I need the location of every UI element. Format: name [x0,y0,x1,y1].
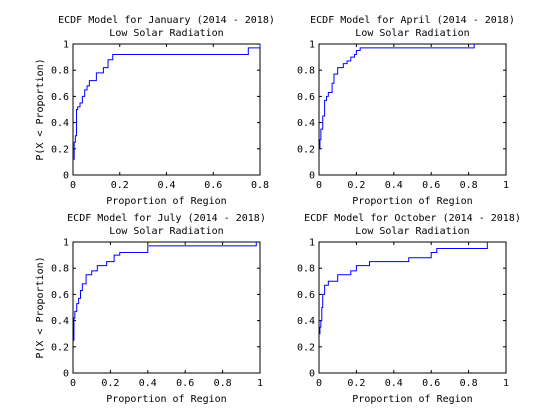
x-tick-label: 0.6 [422,378,440,389]
x-tick-label: 0 [70,180,76,191]
x-tick-label: 0.8 [460,180,478,191]
y-axis-label: P(X < Proportion) [35,58,46,160]
y-tick-label: 0.4 [51,118,69,129]
ecdf-series-line [73,242,257,341]
y-tick-label: 0.6 [51,290,69,301]
x-tick-label: 1 [503,180,509,191]
x-tick-label: 0.4 [385,180,403,191]
chart-subtitle: Low Solar Radiation [109,28,223,39]
x-axis-label: Proportion of Region [106,196,226,207]
y-tick-label: 1 [63,238,69,249]
chart-title: ECDF Model for July (2014 - 2018) [67,213,266,224]
ecdf-series-line [73,44,261,160]
x-tick-label: 0.2 [347,378,365,389]
y-tick-label: 0.6 [297,290,315,301]
x-axis-label: Proportion of Region [352,196,472,207]
y-tick-label: 0.2 [51,342,69,353]
chart-panel-4: 0 0.2 0.4 0.6 0.8 1 0 0.2 0.4 0.6 0.8 1 ECDF Model f… [297,213,521,405]
x-tick-label: 0.4 [157,180,175,191]
y-tick-label: 0.8 [51,264,69,275]
y-tick-label: 0.4 [297,118,315,129]
y-tick-label: 0.2 [51,144,69,155]
y-tick-label: 0 [309,171,315,182]
y-tick-label: 0 [309,369,315,380]
axes-frame [72,43,261,176]
x-tick-label: 0.8 [460,378,478,389]
ecdf-series-line [319,44,475,150]
x-tick-label: 0.6 [176,378,194,389]
chart-subtitle: Low Solar Radiation [355,226,469,237]
chart-title: ECDF Model for January (2014 - 2018) [58,15,275,26]
y-tick-label: 0 [63,369,69,380]
x-tick-label: 0.8 [251,180,269,191]
chart-panel-3: 0 0.2 0.4 0.6 0.8 1 0 0.2 0.4 0.6 0.8 1 ECDF Model f… [35,213,266,405]
y-tick-label: 0.4 [51,316,69,327]
x-tick-label: 0.2 [101,378,119,389]
x-tick-label: 0.2 [347,180,365,191]
y-tick-label: 0.2 [297,144,315,155]
x-tick-label: 0.4 [139,378,157,389]
ecdf-series-line [319,242,488,335]
chart-subtitle: Low Solar Radiation [109,226,223,237]
y-tick-label: 0.6 [51,92,69,103]
chart-subtitle: Low Solar Radiation [355,28,469,39]
y-tick-label: 0.8 [51,66,69,77]
x-axis-label: Proportion of Region [106,394,226,405]
y-tick-label: 0.6 [297,92,315,103]
chart-title: ECDF Model for October (2014 - 2018) [304,213,521,224]
x-tick-label: 0.8 [214,378,232,389]
y-tick-label: 1 [309,40,315,51]
x-tick-label: 0 [316,180,322,191]
y-tick-label: 0.8 [297,264,315,275]
axes-frame [72,241,261,374]
x-axis-label: Proportion of Region [352,394,472,405]
x-tick-label: 1 [503,378,509,389]
y-axis-label: P(X < Proportion) [35,256,46,358]
chart-title: ECDF Model for April (2014 - 2018) [310,15,515,26]
y-tick-label: 1 [63,40,69,51]
y-tick-label: 0.2 [297,342,315,353]
x-tick-label: 0 [316,378,322,389]
x-tick-label: 0.6 [422,180,440,191]
chart-panel-2: 0 0.2 0.4 0.6 0.8 1 0 0.2 0.4 0.6 0.8 1 ECDF Model f… [297,15,515,207]
x-tick-label: 1 [257,378,263,389]
x-tick-label: 0.2 [111,180,129,191]
chart-panel-1: 0 0.2 0.4 0.6 0.8 0 0.2 0.4 0.6 0.8 1 ECDF Model fo… [35,15,275,207]
y-tick-label: 0 [63,171,69,182]
y-tick-label: 0.8 [297,66,315,77]
x-tick-label: 0 [70,378,76,389]
axes-frame [318,241,507,374]
y-tick-label: 1 [309,238,315,249]
axes-frame [318,43,507,176]
x-tick-label: 0.4 [385,378,403,389]
x-tick-label: 0.6 [204,180,222,191]
y-tick-label: 0.4 [297,316,315,327]
